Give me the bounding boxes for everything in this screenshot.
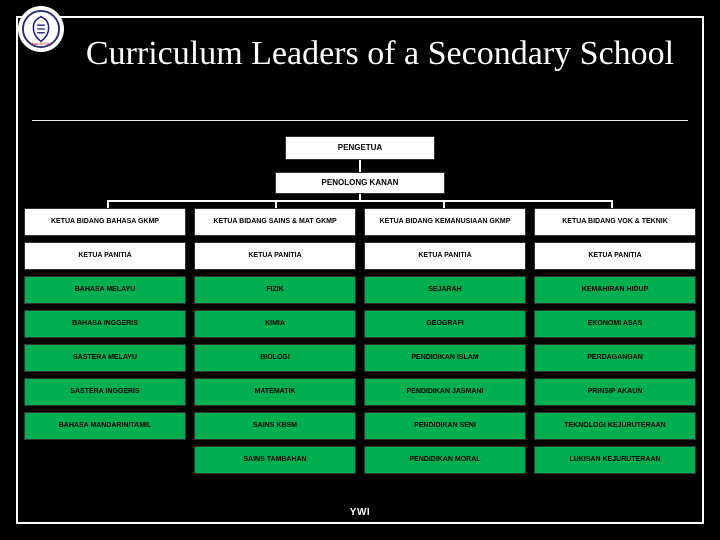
panitia-3: KETUA PANITIA — [534, 242, 696, 270]
subj-0-3: SASTERA INGGERIS — [24, 378, 186, 406]
subj-1-5: SAINS TAMBAHAN — [194, 446, 356, 474]
subj-1-3: MATEMATIK — [194, 378, 356, 406]
org-chart: PENGETUA PENOLONG KANAN KETUA BIDANG BAH… — [24, 136, 696, 474]
subj-3-0: KEMAHIRAN HIDUP — [534, 276, 696, 304]
subj-3-5: LUKISAN KEJURUTERAAN — [534, 446, 696, 474]
subj-1-4: SAINS KBSM — [194, 412, 356, 440]
subj-3-4: TEKNOLOGI KEJURUTERAAN — [534, 412, 696, 440]
node-pengetua: PENGETUA — [285, 136, 435, 160]
subj-2-0: SEJARAH — [364, 276, 526, 304]
subj-1-2: BIOLOGI — [194, 344, 356, 372]
panitia-1: KETUA PANITIA — [194, 242, 356, 270]
row-ketua-panitia: KETUA PANITIA KETUA PANITIA KETUA PANITI… — [24, 242, 696, 270]
head-vok-teknik: KETUA BIDANG VOK & TEKNIK — [534, 208, 696, 236]
connector-fanout — [24, 194, 696, 208]
subj-1-0: FIZIK — [194, 276, 356, 304]
subj-2-1: GEOGRAFI — [364, 310, 526, 338]
subj-2-5: PENDIDIKAN MORAL — [364, 446, 526, 474]
subj-1-1: KIMIA — [194, 310, 356, 338]
title-text: Curriculum Leaders of a Secondary School — [72, 36, 688, 72]
head-sains-mat: KETUA BIDANG SAINS & MAT GKMP — [194, 208, 356, 236]
subj-3-2: PERDAGANGAN — [534, 344, 696, 372]
subj-0-0: BAHASA MELAYU — [24, 276, 186, 304]
subj-3-3: PRINSIP AKAUN — [534, 378, 696, 406]
head-bahasa: KETUA BIDANG BAHASA GKMP — [24, 208, 186, 236]
panitia-0: KETUA PANITIA — [24, 242, 186, 270]
node-penolong-kanan: PENOLONG KANAN — [275, 172, 445, 194]
connector-root-to-l2 — [24, 160, 696, 172]
crest-icon: MALAYSIA — [22, 10, 60, 48]
slide-title: Curriculum Leaders of a Secondary School — [72, 36, 688, 116]
svg-text:MALAYSIA: MALAYSIA — [32, 42, 51, 46]
row-level2: PENOLONG KANAN — [24, 172, 696, 194]
title-underline — [32, 120, 688, 121]
subj-0-2: SASTERA MELAYU — [24, 344, 186, 372]
subj-2-3: PENDIDIKAN JASMANI — [364, 378, 526, 406]
panitia-2: KETUA PANITIA — [364, 242, 526, 270]
footer-label: YWI — [0, 507, 720, 518]
subj-3-1: EKONOMI ASAS — [534, 310, 696, 338]
subj-2-4: PENDIDIKAN SENI — [364, 412, 526, 440]
head-kemanusiaan: KETUA BIDANG KEMANUSIAAN GKMP — [364, 208, 526, 236]
subj-2-2: PENDIDIKAN ISLAM — [364, 344, 526, 372]
subject-grid: BAHASA MELAYU FIZIK SEJARAH KEMAHIRAN HI… — [24, 276, 696, 474]
row-column-heads: KETUA BIDANG BAHASA GKMP KETUA BIDANG SA… — [24, 208, 696, 236]
subj-0-4: BAHASA MANDARIN/TAMIL — [24, 412, 186, 440]
logo-badge: MALAYSIA — [18, 6, 64, 52]
subj-0-1: BAHASA INGGERIS — [24, 310, 186, 338]
row-root: PENGETUA — [24, 136, 696, 160]
